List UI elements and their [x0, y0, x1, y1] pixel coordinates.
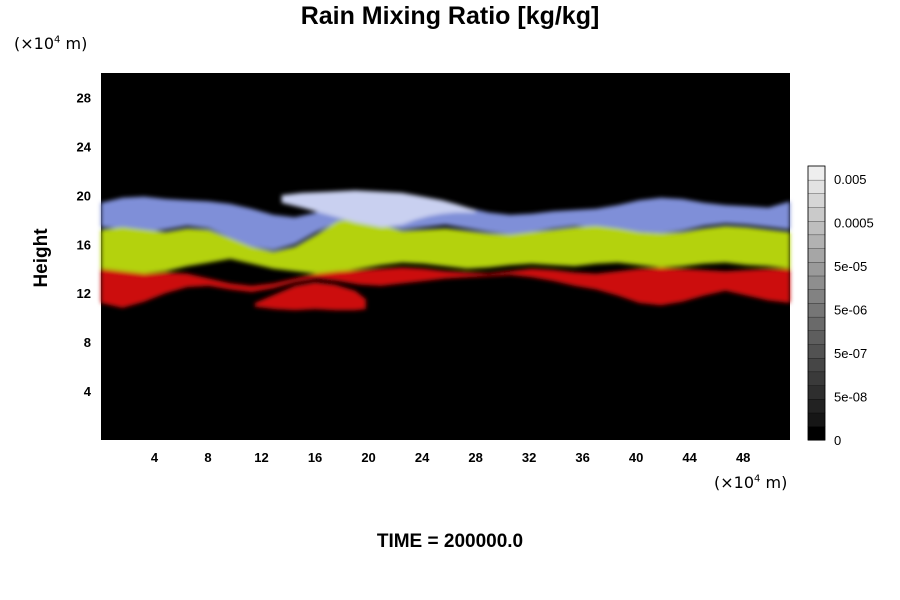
- x-tick-label: 44: [682, 450, 697, 465]
- x-tick-label: 16: [308, 450, 322, 465]
- x-tick-label: 12: [254, 450, 268, 465]
- colorbar-swatch: [807, 426, 826, 441]
- y-unit-prefix: (×10: [14, 34, 55, 53]
- y-unit-exponent: 4: [54, 34, 61, 46]
- red-field-region: [101, 267, 790, 308]
- colorbar-swatch: [807, 220, 826, 236]
- colorbar-swatch: [807, 206, 826, 222]
- colorbar-label: 0.0005: [834, 216, 874, 231]
- green-field-region: [101, 217, 790, 274]
- colorbar-swatch: [807, 261, 826, 277]
- colorbar-swatch: [807, 234, 826, 249]
- white-plume-region: [281, 190, 476, 228]
- colorbar-label: 0.005: [834, 172, 867, 187]
- colorbar-swatch: [807, 248, 826, 263]
- x-tick-label: 40: [629, 450, 643, 465]
- chart-title: Rain Mixing Ratio [kg/kg]: [300, 2, 600, 30]
- colorbar-label: 5e-07: [834, 346, 867, 361]
- y-tick-label: 20: [77, 188, 91, 203]
- colorbar-swatch: [807, 193, 826, 208]
- colorbar-swatch: [807, 165, 826, 181]
- x-tick-label: 8: [204, 450, 211, 465]
- colorbar-swatch: [807, 385, 826, 400]
- colorbar-swatch: [807, 179, 826, 194]
- red-field-patch: [254, 282, 366, 311]
- colorbar-swatch: [807, 412, 826, 427]
- time-label: TIME = 200000.0: [376, 531, 524, 552]
- colorbar-swatch: [807, 302, 826, 318]
- x-unit-suffix: m): [760, 473, 788, 492]
- y-unit-suffix: m): [60, 34, 88, 53]
- colorbar-swatch: [807, 357, 826, 373]
- colorbar-label: 5e-05: [834, 259, 867, 274]
- colorbar-label: 0: [834, 433, 841, 448]
- x-tick-label: 20: [361, 450, 375, 465]
- y-tick-label: 24: [77, 139, 92, 154]
- y-axis-unit: (×104 m): [14, 34, 87, 53]
- y-tick-label: 8: [84, 335, 91, 350]
- colorbar-swatch: [807, 275, 826, 290]
- colorbar-swatch: [807, 343, 826, 359]
- x-tick-label: 4: [151, 450, 159, 465]
- colorbar-label: 5e-06: [834, 303, 867, 318]
- colorbar-swatch: [807, 371, 826, 386]
- x-unit-prefix: (×10: [714, 473, 755, 492]
- blue-field-region: [101, 192, 790, 251]
- y-tick-label: 4: [84, 384, 92, 399]
- y-tick-label: 28: [77, 90, 91, 105]
- x-tick-label: 28: [468, 450, 482, 465]
- x-tick-label: 24: [415, 450, 430, 465]
- x-unit-exponent: 4: [754, 473, 761, 485]
- y-tick-label: 16: [77, 237, 91, 252]
- colorbar-swatch: [807, 398, 826, 414]
- colorbar-swatch: [807, 316, 826, 331]
- x-tick-label: 36: [575, 450, 589, 465]
- x-tick-label: 48: [736, 450, 750, 465]
- y-tick-label: 12: [77, 286, 91, 301]
- colorbar-frame: [807, 165, 826, 441]
- colorbar-swatch: [807, 289, 826, 304]
- x-tick-label: 32: [522, 450, 536, 465]
- colorbar-swatch: [807, 330, 826, 345]
- x-axis-unit: (×104 m): [714, 473, 787, 492]
- colorbar-label: 5e-08: [834, 390, 867, 405]
